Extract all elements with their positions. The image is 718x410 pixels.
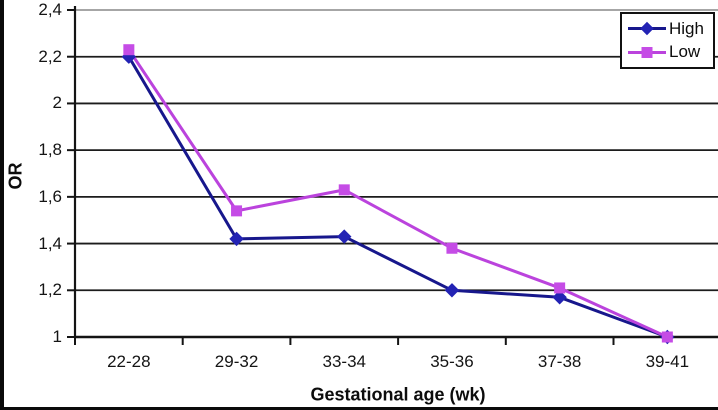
x-tick-label: 35-36 [430,352,474,371]
high-series-line [127,55,668,339]
high-marker-diamond [229,231,244,247]
legend-label-low: Low [669,42,701,62]
legend-item-low: Low [627,43,713,61]
high-marker-diamond [552,290,567,305]
y-tick-label: 2 [52,93,62,113]
low-marker-square [123,44,135,56]
legend-label-high: High [669,18,704,38]
x-tick-label: 29-32 [214,352,259,371]
low-series-sample-icon [628,46,666,58]
figure-bottom-border [0,407,718,410]
x-tick-label: 33-34 [322,352,366,371]
low-series-line [127,48,668,339]
low-marker-square [446,242,458,254]
figure-left-border [0,0,4,410]
high-sample-glyph [640,21,654,36]
high-series-sample-icon [628,21,666,36]
y-tick-label: 2,4 [38,0,62,19]
y-tick-label: 1,4 [38,233,62,253]
x-tick-label: 39-41 [645,352,690,371]
x-axis-title: Gestational age (wk) [310,384,486,405]
x-tick-label: 37-38 [537,352,582,371]
y-axis-title: OR [5,162,26,190]
x-tick-label: 22-28 [107,352,151,371]
y-tick-label: 1,8 [38,140,62,160]
low-marker-square [554,282,566,294]
low-sample-glyph [641,46,653,58]
low-marker-square [231,205,243,217]
y-tick-label: 1,6 [38,186,62,206]
y-tick-label: 1,2 [38,280,62,300]
low-marker-square [661,331,673,343]
y-tick-label: 2,2 [38,46,62,66]
legend: High Low [620,12,715,69]
legend-item-high: High [627,18,713,38]
y-tick-label: 1 [52,327,62,346]
high-marker-diamond [337,229,352,244]
high-marker-diamond [444,283,460,298]
low-marker-square [338,184,350,196]
